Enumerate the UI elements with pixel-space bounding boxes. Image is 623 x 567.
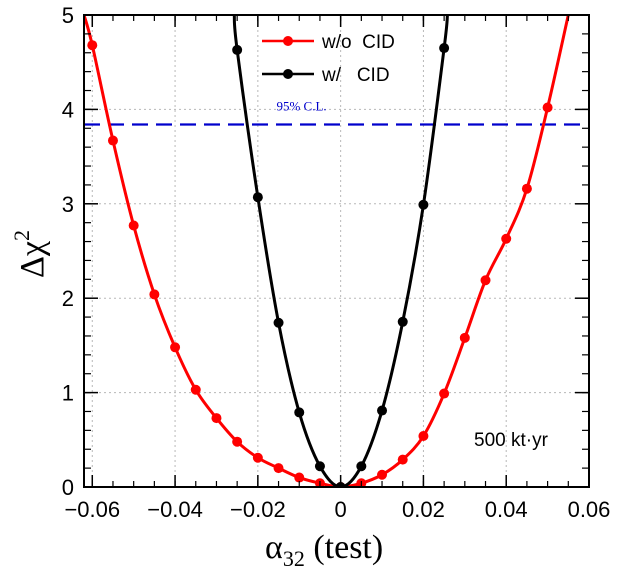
series-1-point xyxy=(397,454,408,465)
series-1-point xyxy=(107,135,118,146)
y-tick-label: 0 xyxy=(62,475,74,500)
y-tick-label: 4 xyxy=(62,97,74,122)
x-axis-title-suffix: (test) xyxy=(305,529,383,566)
series-1-point xyxy=(128,220,139,231)
y-tick-label: 3 xyxy=(62,192,74,217)
series-1-point xyxy=(501,233,512,244)
plot-frame xyxy=(83,14,590,488)
series-1-point xyxy=(294,472,305,483)
series-2-point xyxy=(273,317,284,328)
series-1-point xyxy=(439,388,450,399)
series-1-point xyxy=(87,40,98,51)
series-1-point xyxy=(190,384,201,395)
series-2-point xyxy=(397,316,408,327)
series-1-point xyxy=(273,463,284,474)
x-tick-label: 0 xyxy=(335,497,347,522)
x-tick-label: 0.04 xyxy=(485,497,528,522)
series-1-point xyxy=(149,289,160,300)
series-2-point xyxy=(418,199,429,210)
confidence-level-label: 95% C.L. xyxy=(276,99,326,114)
x-tick-label: 0.06 xyxy=(568,497,611,522)
x-axis-title-subscript: 32 xyxy=(283,546,305,567)
series-1-point xyxy=(418,431,429,442)
y-axis-title-main: Δχ xyxy=(14,241,51,278)
series-2-point xyxy=(377,405,388,416)
series-1-point xyxy=(170,342,181,353)
x-tick-label: 0.02 xyxy=(402,497,445,522)
y-tick-label: 5 xyxy=(62,3,74,28)
axis-ticks xyxy=(84,14,590,488)
legend-label-series-2: w/ CID xyxy=(321,65,390,86)
series-2-point xyxy=(356,461,367,472)
y-axis-title-superscript: 2 xyxy=(9,230,34,241)
x-tick-label: −0.06 xyxy=(64,497,120,522)
legend-marker-series-2 xyxy=(283,69,293,79)
series-1-point xyxy=(521,183,532,194)
series-2-point xyxy=(232,44,243,55)
series-1-point xyxy=(211,413,222,424)
series-1-point xyxy=(377,469,388,480)
x-tick-label: −0.04 xyxy=(147,497,203,522)
series-1-point xyxy=(232,436,243,447)
tick-labels: −0.06 −0.04 −0.02 0 0.02 0.04 0.06 0 1 2 3 4 5 xyxy=(62,3,611,522)
series-1-point xyxy=(459,332,470,343)
series-1-point xyxy=(252,452,263,463)
y-tick-label: 2 xyxy=(62,286,74,311)
legend-marker-series-1 xyxy=(283,36,293,46)
series-2-point xyxy=(294,407,305,418)
y-tick-label: 1 xyxy=(62,381,74,406)
series-2-point xyxy=(252,192,263,203)
series-1-point xyxy=(542,102,553,113)
series-2-point xyxy=(439,43,450,54)
x-axis-title: α32 (test) xyxy=(265,529,383,567)
y-axis-title: Δχ2 xyxy=(9,230,51,278)
series-2-point xyxy=(314,461,325,472)
exposure-annotation: 500 kt·yr xyxy=(474,430,549,451)
x-axis-title-main: α xyxy=(265,529,283,566)
x-tick-label: −0.02 xyxy=(230,497,286,522)
series-layer xyxy=(84,15,570,487)
series-1-point xyxy=(480,275,491,286)
legend-label-series-1: w/o CID xyxy=(321,32,395,53)
legend: w/o CID w/ CID xyxy=(262,32,395,86)
